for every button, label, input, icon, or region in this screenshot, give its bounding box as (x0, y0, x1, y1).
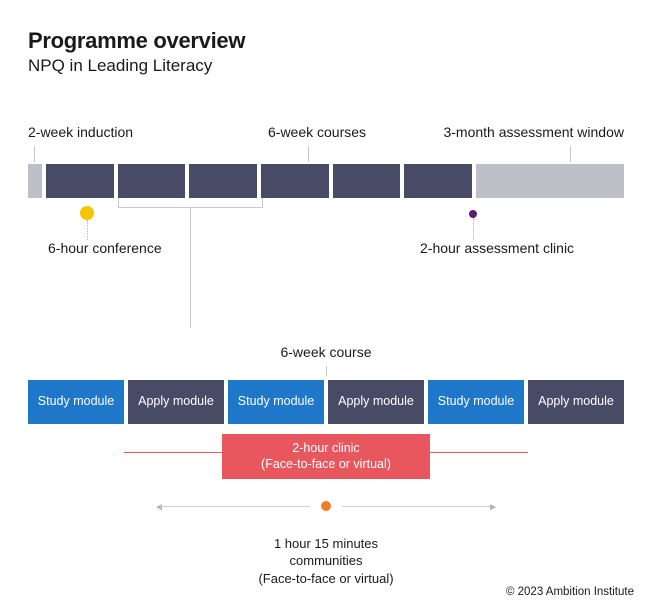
apply-module: Apply module (328, 380, 424, 424)
bracket-stem (190, 208, 191, 328)
module-label: Apply module (338, 394, 414, 410)
module-label: Apply module (538, 394, 614, 410)
conference-label: 6-hour conference (48, 240, 162, 256)
timeline-top-labels: 2-week induction 6-week courses 3-month … (28, 124, 624, 146)
apply-module: Apply module (528, 380, 624, 424)
copyright: © 2023 Ambition Institute (506, 586, 634, 598)
clinic-line1: 2-hour clinic (232, 440, 420, 456)
lead-line (308, 146, 309, 162)
detail-lead-line (326, 366, 327, 376)
course-bracket (118, 198, 263, 208)
span-line (342, 506, 492, 507)
course-segment (46, 164, 114, 198)
guide-line (87, 220, 88, 240)
detail-heading: 6-week course (28, 344, 624, 360)
guide-line (473, 218, 474, 240)
course-segment (261, 164, 329, 198)
assessment-clinic-dot-icon (469, 210, 477, 218)
module-label: Apply module (138, 394, 214, 410)
communities-line3: (Face-to-face or virtual) (28, 570, 624, 588)
lead-line (34, 146, 35, 162)
clinic-line2: (Face-to-face or virtual) (232, 456, 420, 472)
page-subtitle: NPQ in Leading Literacy (28, 56, 624, 76)
course-segment (333, 164, 401, 198)
assessment-window-segment (476, 164, 624, 198)
study-module: Study module (228, 380, 324, 424)
programme-timeline: 2-week induction 6-week courses 3-month … (28, 124, 624, 294)
module-label: Study module (38, 394, 114, 410)
six-week-course-detail: 6-week course Study module Apply module … (28, 344, 624, 587)
assessment-window-label: 3-month assessment window (443, 124, 624, 140)
timeline-bar (28, 164, 624, 198)
apply-module: Apply module (128, 380, 224, 424)
induction-label: 2-week induction (28, 124, 133, 140)
module-label: Study module (438, 394, 514, 410)
communities-line2: communities (28, 552, 624, 570)
communities-line1: 1 hour 15 minutes (28, 535, 624, 553)
communities-span: ◄ ► (28, 501, 624, 521)
arrow-left-icon: ◄ (154, 502, 164, 513)
module-label: Study module (238, 394, 314, 410)
clinic-box: 2-hour clinic (Face-to-face or virtual) (222, 434, 430, 479)
module-row: Study module Apply module Study module A… (28, 380, 624, 424)
course-segment (189, 164, 257, 198)
communities-dot-icon (321, 501, 331, 511)
assessment-clinic-label: 2-hour assessment clinic (420, 240, 574, 256)
lead-line (570, 146, 571, 162)
span-line (160, 506, 310, 507)
course-segment (118, 164, 186, 198)
page-title: Programme overview (28, 28, 624, 54)
communities-label: 1 hour 15 minutes communities (Face-to-f… (28, 535, 624, 588)
arrow-right-icon: ► (488, 502, 498, 513)
study-module: Study module (428, 380, 524, 424)
courses-label: 6-week courses (268, 124, 366, 140)
study-module: Study module (28, 380, 124, 424)
induction-segment (28, 164, 42, 198)
course-segment (404, 164, 472, 198)
conference-dot-icon (80, 206, 94, 220)
